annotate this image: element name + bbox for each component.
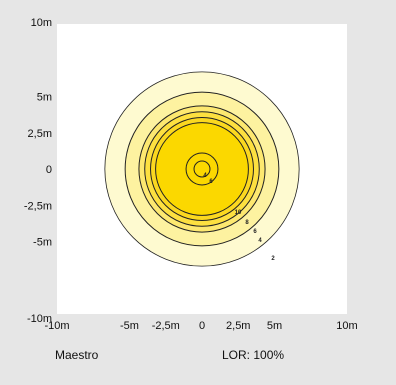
contour-label: 6 — [253, 229, 257, 235]
x-tick-label: -10m — [44, 320, 69, 332]
contour-label: 6 — [209, 179, 213, 185]
contour-label: 4 — [258, 238, 262, 244]
y-tick-label: 10m — [31, 17, 52, 29]
y-tick-label: -2,5m — [24, 200, 52, 212]
x-tick-label: 10m — [336, 320, 357, 332]
x-tick-label: -5m — [120, 320, 139, 332]
contour-label: 2 — [271, 256, 275, 262]
lor-value: LOR: 100% — [222, 348, 285, 362]
y-tick-label: 2,5m — [28, 128, 52, 140]
contour-group — [104, 71, 300, 267]
x-axis-ticks: -10m -5m -2,5m 0 2,5m 5m 10m — [44, 320, 357, 332]
luminaire-name: Maestro — [55, 348, 99, 362]
contour-label: 10 — [235, 210, 242, 216]
y-tick-label: -10m — [27, 313, 52, 325]
y-tick-label: 0 — [46, 164, 52, 176]
contour-label: 8 — [245, 220, 249, 226]
contour-label: 4 — [203, 173, 207, 179]
x-tick-label: -2,5m — [152, 320, 180, 332]
x-tick-label: 2,5m — [226, 320, 250, 332]
x-tick-label: 0 — [199, 320, 205, 332]
x-tick-label: 5m — [267, 320, 282, 332]
y-tick-label: 5m — [37, 92, 52, 104]
y-tick-label: -5m — [33, 237, 52, 249]
isolux-contour — [193, 160, 211, 178]
y-axis-ticks: 10m 5m 2,5m 0 -2,5m -5m -10m — [24, 17, 52, 325]
